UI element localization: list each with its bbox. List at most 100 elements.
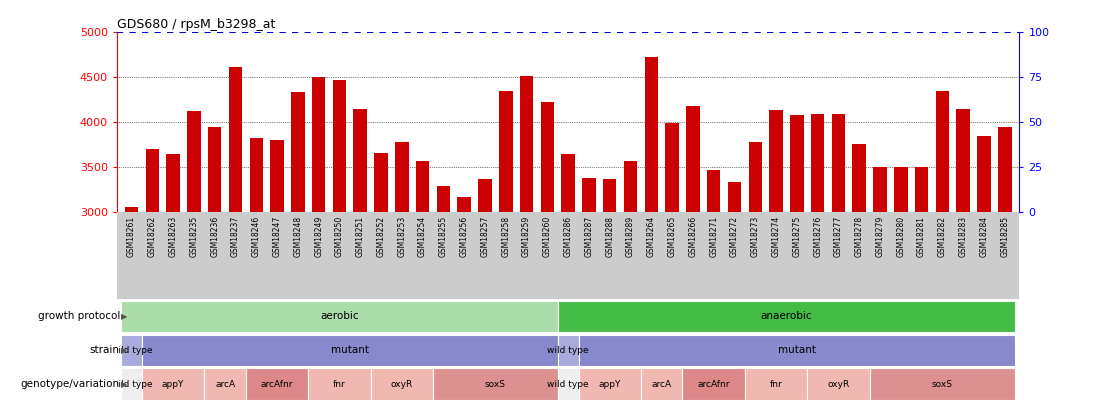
Text: fnr: fnr bbox=[770, 379, 782, 388]
Bar bbox=[250, 138, 263, 212]
Bar bbox=[374, 153, 388, 212]
Text: GSM18285: GSM18285 bbox=[1000, 216, 1009, 257]
Text: GSM18255: GSM18255 bbox=[439, 216, 448, 257]
Text: soxS: soxS bbox=[485, 379, 506, 388]
Text: GSM18276: GSM18276 bbox=[813, 216, 822, 257]
Bar bbox=[309, 369, 371, 400]
Bar bbox=[683, 369, 745, 400]
Bar bbox=[624, 161, 637, 212]
Text: mutant: mutant bbox=[331, 345, 369, 355]
Bar bbox=[121, 369, 141, 400]
Bar bbox=[437, 186, 450, 212]
Text: GSM18278: GSM18278 bbox=[854, 216, 863, 257]
Bar bbox=[558, 335, 578, 366]
Bar bbox=[312, 77, 325, 212]
Bar bbox=[208, 128, 222, 212]
Bar bbox=[333, 80, 346, 212]
Text: soxS: soxS bbox=[932, 379, 952, 388]
Text: ▶: ▶ bbox=[121, 379, 128, 388]
Text: wild type: wild type bbox=[110, 379, 153, 388]
Text: appY: appY bbox=[598, 379, 620, 388]
Bar bbox=[686, 106, 700, 212]
Text: growth protocol: growth protocol bbox=[38, 311, 120, 321]
Bar bbox=[353, 109, 367, 212]
Text: GSM18251: GSM18251 bbox=[355, 216, 364, 257]
Text: GSM18275: GSM18275 bbox=[792, 216, 801, 257]
Text: arcA: arcA bbox=[652, 379, 672, 388]
Bar bbox=[665, 123, 678, 212]
Text: arcAfnr: arcAfnr bbox=[261, 379, 293, 388]
Bar bbox=[520, 76, 534, 212]
Text: GSM18236: GSM18236 bbox=[211, 216, 219, 257]
Text: GSM18250: GSM18250 bbox=[335, 216, 344, 257]
Bar bbox=[558, 301, 1015, 332]
Bar bbox=[499, 91, 512, 212]
Text: GSM18277: GSM18277 bbox=[834, 216, 843, 257]
Text: GSM18273: GSM18273 bbox=[751, 216, 760, 257]
Bar bbox=[121, 335, 141, 366]
Text: genotype/variation: genotype/variation bbox=[21, 379, 120, 389]
Text: GSM18272: GSM18272 bbox=[730, 216, 739, 257]
Text: wild type: wild type bbox=[547, 345, 589, 355]
Bar bbox=[936, 91, 949, 212]
Bar bbox=[433, 369, 558, 400]
Bar bbox=[166, 154, 179, 212]
Text: GSM18266: GSM18266 bbox=[688, 216, 697, 257]
Bar bbox=[187, 111, 201, 212]
Bar bbox=[808, 369, 870, 400]
Text: GSM18284: GSM18284 bbox=[979, 216, 988, 257]
Bar bbox=[641, 369, 683, 400]
Bar bbox=[458, 197, 471, 212]
Bar bbox=[852, 143, 866, 212]
Bar bbox=[832, 114, 846, 212]
Text: GSM18247: GSM18247 bbox=[273, 216, 282, 257]
Text: GSM18257: GSM18257 bbox=[480, 216, 489, 257]
Bar bbox=[770, 111, 783, 212]
Bar bbox=[603, 179, 616, 212]
Text: GSM18286: GSM18286 bbox=[564, 216, 573, 257]
Bar bbox=[578, 335, 1015, 366]
Bar bbox=[204, 369, 246, 400]
Bar bbox=[915, 167, 928, 212]
Bar bbox=[395, 142, 409, 212]
Text: GSM18271: GSM18271 bbox=[710, 216, 719, 257]
Text: GSM18246: GSM18246 bbox=[252, 216, 261, 257]
Text: arcAfnr: arcAfnr bbox=[697, 379, 730, 388]
Text: GSM18265: GSM18265 bbox=[667, 216, 676, 257]
Text: GSM18281: GSM18281 bbox=[917, 216, 926, 257]
Bar bbox=[870, 369, 1015, 400]
Bar bbox=[271, 140, 284, 212]
Bar bbox=[790, 115, 803, 212]
Bar bbox=[228, 67, 242, 212]
Text: GSM18263: GSM18263 bbox=[168, 216, 177, 257]
Text: GSM18280: GSM18280 bbox=[897, 216, 906, 257]
Text: oxyR: oxyR bbox=[828, 379, 850, 388]
Text: GSM18261: GSM18261 bbox=[127, 216, 136, 257]
Text: GSM18248: GSM18248 bbox=[293, 216, 302, 257]
Bar bbox=[121, 301, 558, 332]
Text: ▶: ▶ bbox=[121, 345, 128, 355]
Bar bbox=[645, 57, 658, 212]
Bar bbox=[291, 92, 304, 212]
Text: GSM18264: GSM18264 bbox=[647, 216, 656, 257]
Text: GSM18249: GSM18249 bbox=[314, 216, 323, 257]
Bar bbox=[371, 369, 433, 400]
Bar bbox=[977, 136, 990, 212]
Text: GSM18288: GSM18288 bbox=[605, 216, 614, 257]
Text: GSM18256: GSM18256 bbox=[460, 216, 469, 257]
Text: appY: appY bbox=[162, 379, 184, 388]
Bar bbox=[749, 142, 762, 212]
Bar bbox=[727, 182, 741, 212]
Text: aerobic: aerobic bbox=[320, 311, 359, 321]
Text: wild type: wild type bbox=[110, 345, 153, 355]
Text: strain: strain bbox=[90, 345, 120, 355]
Text: arcA: arcA bbox=[215, 379, 235, 388]
Bar bbox=[146, 149, 159, 212]
Text: fnr: fnr bbox=[333, 379, 345, 388]
Text: GSM18237: GSM18237 bbox=[231, 216, 240, 257]
Bar bbox=[125, 207, 138, 212]
Bar bbox=[141, 335, 558, 366]
Bar bbox=[478, 179, 491, 212]
Bar bbox=[578, 369, 641, 400]
Text: GSM18235: GSM18235 bbox=[189, 216, 198, 257]
